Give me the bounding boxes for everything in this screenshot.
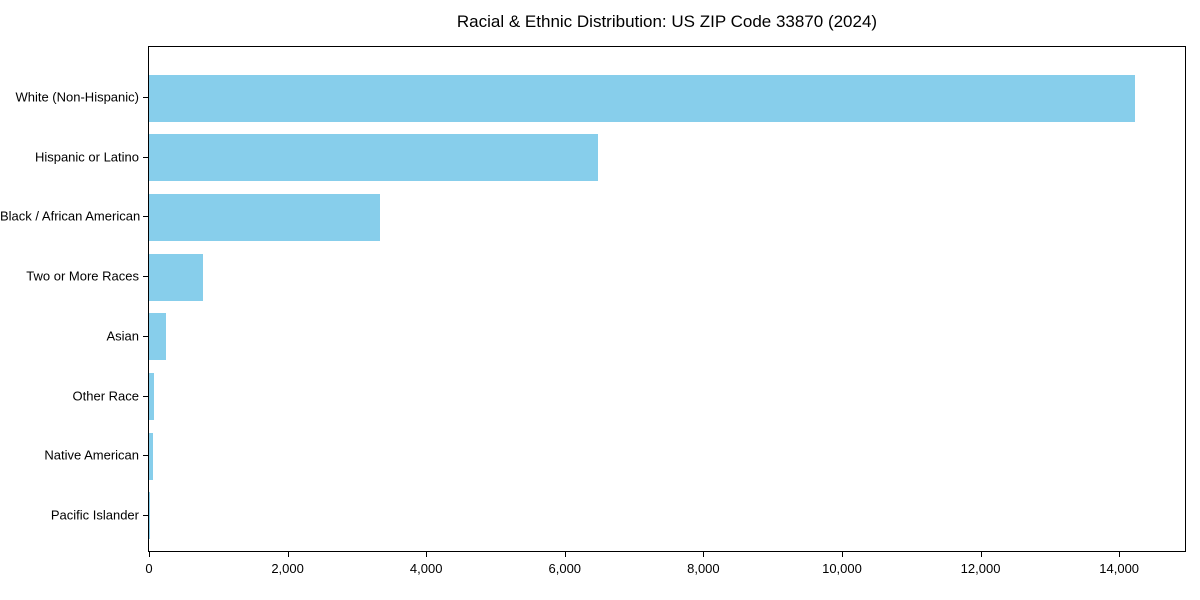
bar xyxy=(149,432,154,480)
y-axis-label: Native American xyxy=(44,447,139,463)
y-tick-mark xyxy=(143,335,148,337)
y-axis-label: Asian xyxy=(106,328,139,344)
y-axis-label: Pacific Islander xyxy=(50,507,139,523)
y-tick-mark xyxy=(143,216,148,218)
bar xyxy=(149,253,204,301)
bar xyxy=(149,193,381,241)
x-tick-mark xyxy=(149,552,150,557)
y-tick-mark xyxy=(143,514,148,516)
y-axis-label: Other Race xyxy=(72,388,139,403)
x-axis-label: 14,000 xyxy=(1099,561,1140,576)
y-axis-label: Two or More Races xyxy=(26,268,139,284)
y-tick-mark xyxy=(143,276,148,278)
x-axis-label: 8,000 xyxy=(687,561,720,576)
y-axis-label: Hispanic or Latino xyxy=(34,149,139,165)
x-axis-label: 0 xyxy=(145,561,153,576)
x-tick-mark xyxy=(564,552,566,557)
bar xyxy=(149,74,1136,122)
x-tick-mark xyxy=(287,552,289,557)
bar xyxy=(149,134,599,182)
bar xyxy=(149,373,154,420)
plot-area xyxy=(148,46,1186,552)
x-tick-mark xyxy=(841,552,843,557)
x-axis-label: 2,000 xyxy=(271,561,304,576)
chart-title: Racial & Ethnic Distribution: US ZIP Cod… xyxy=(456,12,878,31)
y-axis-label: Black / African American xyxy=(0,208,141,224)
x-axis-label: 10,000 xyxy=(822,561,862,576)
y-tick-mark xyxy=(143,455,148,457)
x-axis-label: 12,000 xyxy=(960,561,1001,576)
bar xyxy=(149,313,166,361)
x-tick-mark xyxy=(1119,552,1121,557)
bar xyxy=(149,492,150,540)
y-tick-mark xyxy=(143,97,148,98)
y-tick-mark xyxy=(143,395,148,397)
y-tick-mark xyxy=(143,156,148,158)
x-tick-mark xyxy=(426,552,428,557)
x-axis-label: 4,000 xyxy=(409,561,443,576)
y-axis-label: White (Non-Hispanic) xyxy=(15,89,139,105)
x-axis-label: 6,000 xyxy=(548,561,582,576)
x-tick-mark xyxy=(703,552,705,557)
x-tick-mark xyxy=(980,552,982,557)
